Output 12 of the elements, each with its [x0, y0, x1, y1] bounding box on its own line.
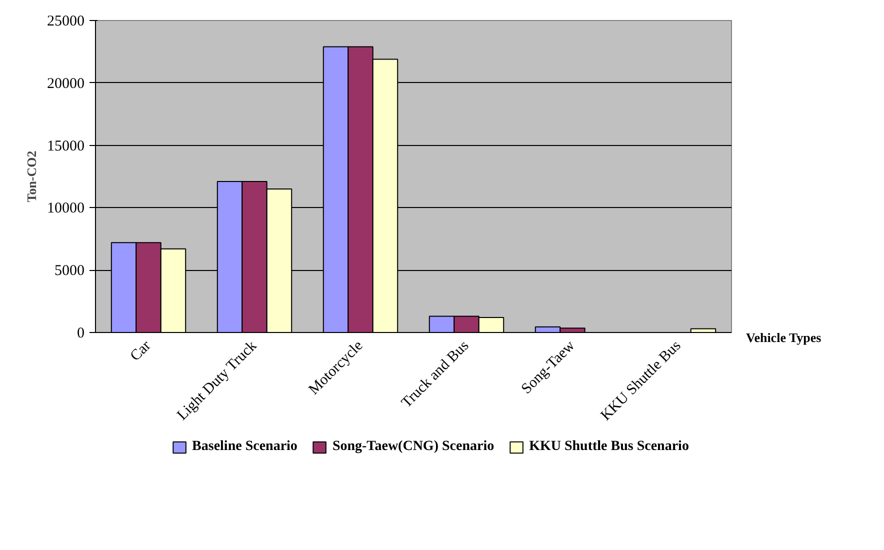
y-tick-label: 10000	[47, 200, 84, 217]
y-tick-label: 5000	[54, 263, 84, 280]
y-axis-title: Ton-CO2	[24, 150, 39, 202]
x-tick-label: Car	[128, 338, 154, 364]
legend-label: KKU Shuttle Bus Scenario	[529, 439, 689, 455]
x-axis-title: Vehicle Types	[746, 330, 822, 345]
legend-label: Baseline Scenario	[192, 439, 298, 455]
y-tick-label: 15000	[47, 138, 84, 154]
y-tick-label: 25000	[47, 14, 84, 30]
y-tick-label: 0	[77, 326, 84, 342]
legend-label: Song-Taew(CNG) Scenario	[332, 439, 494, 455]
y-tick-label: 20000	[47, 76, 84, 92]
